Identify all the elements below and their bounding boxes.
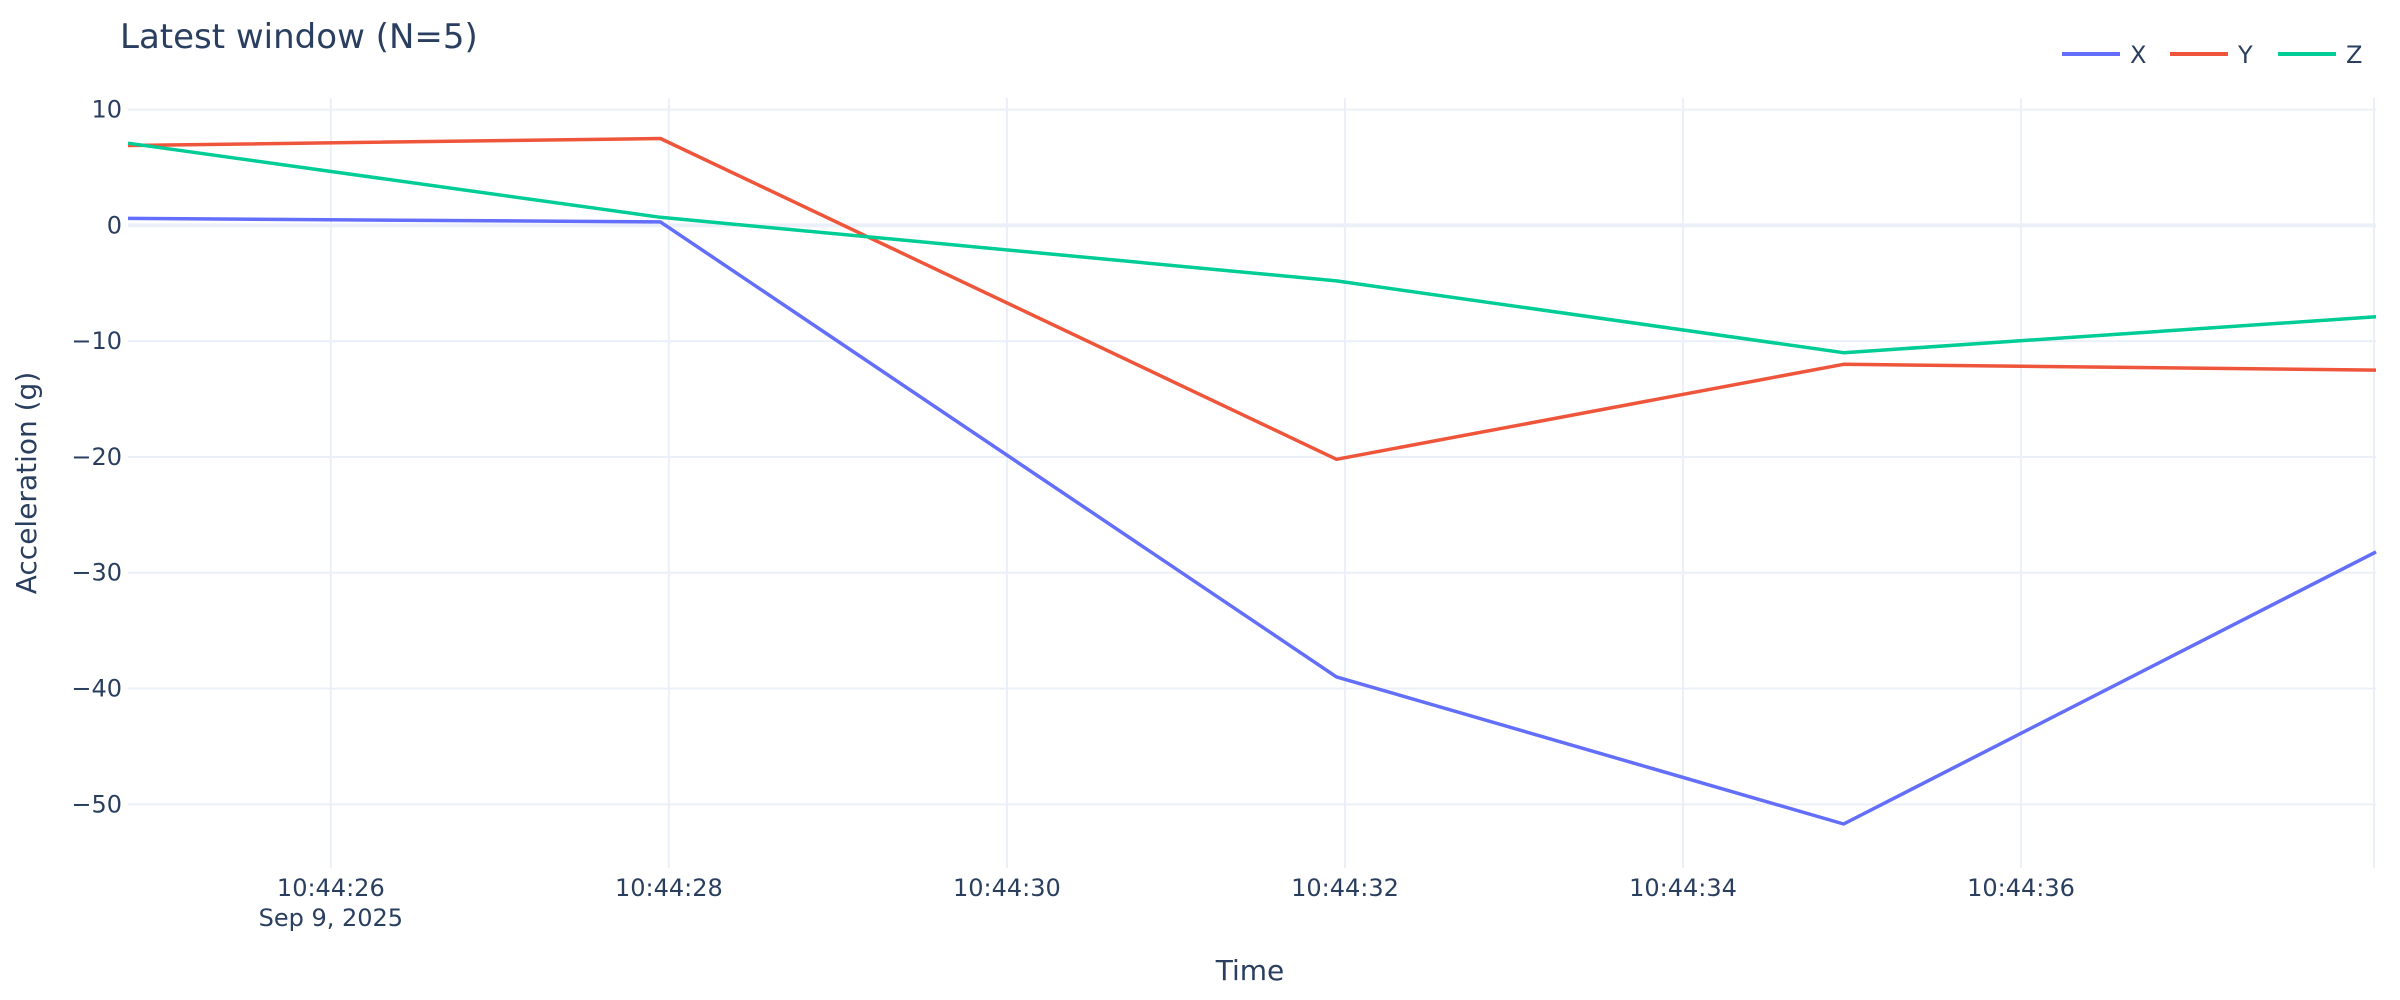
chart-title: Latest window (N=5) — [120, 17, 478, 57]
gridlines — [128, 98, 2376, 868]
series-line-x — [127, 216, 2377, 826]
legend[interactable]: X Y Z — [2062, 41, 2362, 69]
legend-item-z[interactable]: Z — [2278, 41, 2362, 69]
x-tick-label: 10:44:26 — [277, 874, 385, 902]
y-tick-label: 0 — [107, 211, 122, 239]
x-tick-label: 10:44:30 — [953, 874, 1061, 902]
legend-label: Z — [2346, 41, 2362, 69]
y-tick-label: −40 — [71, 675, 122, 703]
y-tick-label: −20 — [71, 443, 122, 471]
y-axis-title: Acceleration (g) — [10, 372, 43, 595]
legend-item-y[interactable]: Y — [2170, 41, 2253, 69]
x-tick-label: 10:44:34 — [1629, 874, 1737, 902]
x-axis-title: Time — [1215, 954, 1285, 987]
series-line-z — [127, 141, 2377, 355]
legend-label: X — [2130, 41, 2146, 69]
legend-item-x[interactable]: X — [2062, 41, 2146, 69]
y-tick-label: −10 — [71, 327, 122, 355]
series-line-y — [127, 136, 2377, 462]
x-axis-ticks: 10:44:26 10:44:28 10:44:30 10:44:32 10:44:34… — [277, 874, 2075, 902]
y-tick-label: −50 — [71, 790, 122, 818]
y-tick-label: 10 — [91, 96, 122, 124]
y-axis-ticks: 10 0 −10 −20 −30 −40 −50 — [71, 96, 122, 819]
y-tick-label: −30 — [71, 559, 122, 587]
legend-label: Y — [2237, 41, 2253, 69]
x-tick-label: 10:44:28 — [615, 874, 723, 902]
x-tick-label: 10:44:32 — [1291, 874, 1399, 902]
x-tick-label: 10:44:36 — [1967, 874, 2075, 902]
x-axis-date-label: Sep 9, 2025 — [259, 904, 403, 932]
series-lines — [127, 136, 2377, 826]
